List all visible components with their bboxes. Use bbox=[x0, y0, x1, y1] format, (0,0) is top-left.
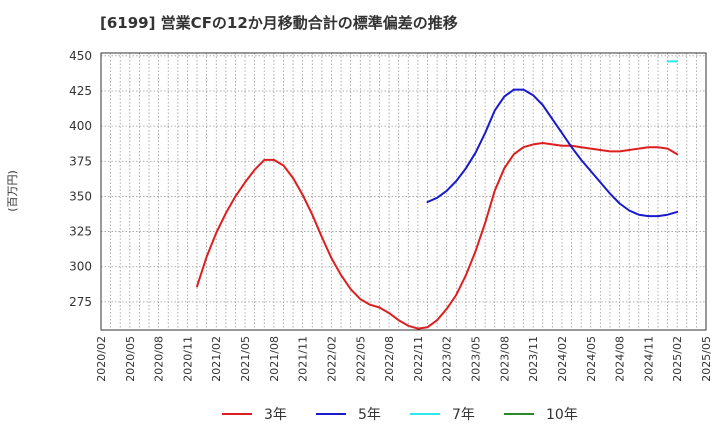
x-tick-label: 2021/02 bbox=[210, 336, 223, 382]
x-tick-label: 2024/11 bbox=[642, 336, 655, 382]
legend-label: 10年 bbox=[546, 407, 578, 423]
series-line-2 bbox=[426, 88, 679, 218]
y-tick-label: 275 bbox=[69, 295, 92, 309]
x-tick-label: 2025/02 bbox=[671, 336, 684, 382]
chart-title: [6199] 営業CFの12か月移動合計の標準偏差の推移 bbox=[100, 14, 458, 32]
legend-item: 5年 bbox=[316, 407, 381, 423]
x-tick-label: 2023/11 bbox=[527, 336, 540, 382]
x-tick-label: 2022/02 bbox=[325, 336, 338, 382]
x-tick-label: 2023/02 bbox=[441, 336, 454, 382]
x-tick-label: 2021/11 bbox=[297, 336, 310, 382]
legend-item: 7年 bbox=[410, 407, 475, 423]
x-tick-label: 2020/11 bbox=[181, 336, 194, 382]
x-tick-label: 2025/05 bbox=[700, 336, 713, 382]
x-tick-label: 2022/05 bbox=[354, 336, 367, 382]
y-tick-label: 450 bbox=[69, 49, 92, 63]
y-tick-label: 300 bbox=[69, 260, 92, 274]
y-tick-label: 325 bbox=[69, 225, 92, 239]
y-tick-label: 425 bbox=[69, 84, 92, 98]
x-tick-label: 2020/02 bbox=[95, 336, 108, 382]
x-tick-label: 2021/05 bbox=[239, 336, 252, 382]
x-tick-label: 2022/11 bbox=[412, 336, 425, 382]
x-tick-label: 2024/08 bbox=[614, 336, 627, 382]
x-tick-label: 2023/08 bbox=[498, 336, 511, 382]
y-tick-label: 400 bbox=[69, 119, 92, 133]
legend-label: 5年 bbox=[358, 407, 381, 423]
y-tick-label: 350 bbox=[69, 189, 92, 203]
x-tick-label: 2020/05 bbox=[124, 336, 137, 382]
x-tick-label: 2023/05 bbox=[470, 336, 483, 382]
plot-area bbox=[100, 52, 707, 331]
y-tick-label: 375 bbox=[69, 154, 92, 168]
legend-label: 7年 bbox=[452, 407, 475, 423]
y-axis-label: (百万円) bbox=[6, 170, 19, 212]
series-line-1 bbox=[196, 142, 679, 330]
x-tick-label: 2020/08 bbox=[153, 336, 166, 382]
x-tick-label: 2021/08 bbox=[268, 336, 281, 382]
legend-item: 3年 bbox=[222, 407, 287, 423]
x-tick-label: 2024/05 bbox=[585, 336, 598, 382]
x-tick-label: 2024/02 bbox=[556, 336, 569, 382]
legend-item: 10年 bbox=[504, 407, 578, 423]
legend-label: 3年 bbox=[264, 407, 287, 423]
x-tick-label: 2022/08 bbox=[383, 336, 396, 382]
